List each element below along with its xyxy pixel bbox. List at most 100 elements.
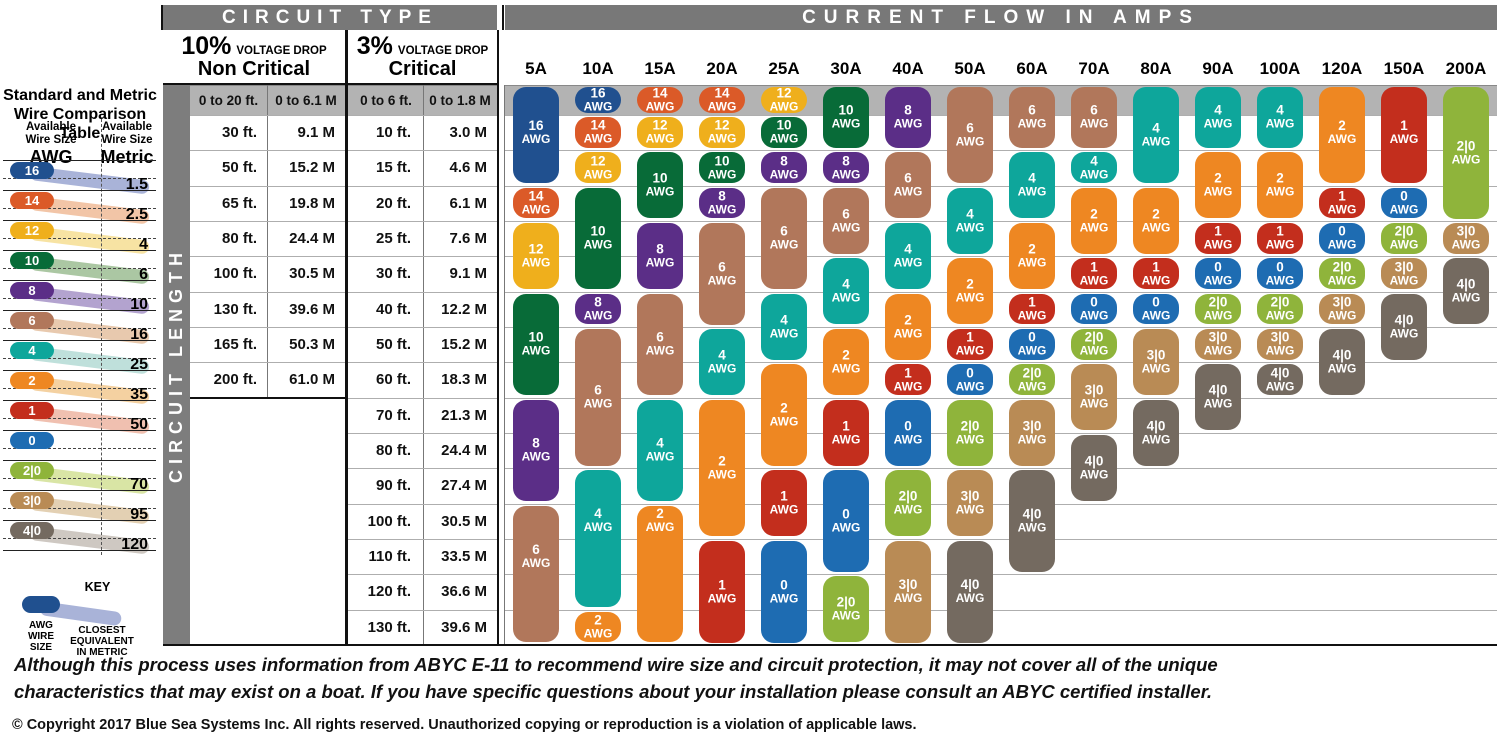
awg-unit-label: AWG	[645, 343, 675, 358]
length-cell: 25 ft.	[375, 230, 411, 247]
metric-size-label: 120	[121, 536, 148, 553]
awg-unit-label: AWG	[1265, 343, 1295, 358]
awg-unit-label: AWG	[769, 167, 799, 182]
metric-size-label: 10	[130, 296, 148, 313]
wire-size-label: 2|0	[836, 594, 856, 610]
current-flow-title: CURRENT FLOW IN AMPS	[802, 6, 1200, 28]
wire-size-label: 2|0	[1394, 223, 1414, 239]
wire-size-label: 0	[1338, 223, 1346, 239]
wire-size-label: 6	[718, 259, 726, 275]
length-cell: 100 ft.	[213, 265, 257, 283]
wire-pill-label: 4|0 AWG	[1071, 454, 1117, 482]
awg-unit-label: AWG	[893, 116, 923, 131]
length-cell: 110 ft.	[368, 548, 411, 565]
awg-size-pill: 3|0	[10, 492, 54, 509]
awg-unit-label: AWG	[1079, 467, 1109, 482]
wire-pill: 2 AWG	[761, 364, 807, 466]
wire-pill-label: 2|0 AWG	[947, 419, 993, 446]
grid-row-line	[505, 256, 1497, 257]
grid-row-line	[505, 186, 1497, 187]
awg-unit-label: AWG	[955, 379, 985, 394]
awg-unit-label: AWG	[769, 502, 799, 517]
wire-pill: 4 AWG	[1257, 87, 1303, 148]
wire-pill-label: 4|0 AWG	[1443, 277, 1489, 305]
sidebar-dashed-line	[3, 418, 156, 419]
awg-unit-label: AWG	[955, 591, 985, 605]
wire-size-label: 3|0	[960, 488, 980, 504]
awg-unit-label: AWG	[1389, 326, 1419, 341]
awg-unit-label: AWG	[831, 608, 861, 623]
awg-unit-label: AWG	[893, 502, 923, 517]
sidebar-dashed-divider	[101, 119, 102, 555]
wire-pill: 2 AWG	[1195, 152, 1241, 219]
wire-pill-label: 2 AWG	[699, 454, 745, 482]
wire-pill: 10 AWG	[637, 152, 683, 219]
circuit-length-bar: CIRCUIT LENGTH	[163, 85, 190, 645]
wire-size-label: 3|0	[1332, 294, 1352, 310]
wire-pill: 8 AWG	[761, 152, 807, 184]
awg-unit-label: AWG	[1079, 116, 1109, 131]
wire-pill: 12 AWG	[575, 152, 621, 184]
wire-size-label: 2|0	[1332, 259, 1352, 275]
grid-row-line	[505, 610, 1497, 611]
length-cell: 130 ft.	[213, 300, 257, 318]
sidebar-dashed-line	[3, 328, 156, 329]
wire-pill-label: 12 AWG	[761, 86, 807, 113]
voltage-drop-3-label: VOLTAGE DROP	[397, 45, 489, 57]
wire-size-label: 4|0	[1332, 347, 1352, 363]
wire-pill-label: 2|0 AWG	[1381, 223, 1427, 252]
wire-pill-label: 6 AWG	[637, 330, 683, 358]
wire-pill-label: 8 AWG	[761, 154, 807, 181]
wire-pill: 0 AWG	[1071, 293, 1117, 325]
length-row-line	[348, 327, 497, 328]
length-row-line	[348, 433, 497, 434]
wire-size-label: 3|0	[1270, 329, 1290, 345]
sidebar-dashed-line	[3, 358, 156, 359]
wire-size-label: 6	[1090, 102, 1098, 118]
key-metric-label: CLOSEST EQUIVALENT IN METRIC	[70, 625, 134, 658]
awg-unit-label: AWG	[583, 237, 613, 252]
awg-unit-label: AWG	[1141, 361, 1171, 376]
awg-unit-label: AWG	[769, 326, 799, 341]
wire-pill-label: 2 AWG	[1133, 207, 1179, 234]
awg-size-pill: 2	[10, 372, 54, 389]
awg-unit-label: AWG	[1141, 273, 1171, 288]
wire-pill: 2 AWG	[885, 293, 931, 360]
awg-unit-label: AWG	[1451, 237, 1481, 252]
wire-size-label: 6	[532, 541, 540, 557]
sidebar-row-line	[3, 460, 156, 461]
awg-unit-label: AWG	[707, 467, 737, 482]
wire-pill-label: 1 AWG	[1257, 224, 1303, 252]
wire-pill: 2 AWG	[823, 329, 869, 396]
awg-unit-label: AWG	[583, 520, 613, 535]
wire-pill-label: 2 AWG	[1319, 118, 1365, 146]
wire-pill-label: 6 AWG	[1009, 103, 1055, 131]
wire-pill-label: 12 AWG	[699, 118, 745, 146]
table-bottom-border	[163, 644, 1497, 646]
wire-pill: 14 AWG	[699, 86, 745, 113]
wire-size-label: 2|0	[960, 418, 980, 434]
wire-pill-label: 0 AWG	[1071, 295, 1117, 323]
amp-column-header: 80A	[1140, 59, 1172, 78]
awg-unit-label: AWG	[893, 591, 923, 605]
wire-pill-label: 10 AWG	[637, 171, 683, 199]
wire-pill-label: 4|0 AWG	[1257, 366, 1303, 393]
wire-pill: 1 AWG	[885, 364, 931, 396]
wire-pill: 4|0 AWG	[1071, 435, 1117, 502]
awg-unit-label: AWG	[645, 520, 675, 535]
wire-size-label: 8	[532, 435, 540, 451]
awg-unit-label: AWG	[707, 591, 737, 606]
awg-unit-label: AWG	[1079, 343, 1109, 358]
metric-size-label: 35	[130, 386, 148, 403]
key-awg-label: AWG WIRE SIZE	[27, 620, 55, 653]
wire-pill-label: 10 AWG	[699, 154, 745, 181]
sidebar-row-line	[3, 160, 156, 161]
awg-unit-label: AWG	[893, 379, 923, 394]
wire-pill: 2 AWG	[1257, 152, 1303, 219]
length-row-line	[190, 362, 345, 363]
wire-pill-label: 4 AWG	[575, 507, 621, 534]
awg-unit-label: AWG	[1141, 432, 1171, 447]
awg-unit-label: AWG	[1203, 116, 1233, 131]
wire-size-label: 10	[714, 153, 730, 169]
length-cell: 30 ft.	[221, 124, 257, 141]
